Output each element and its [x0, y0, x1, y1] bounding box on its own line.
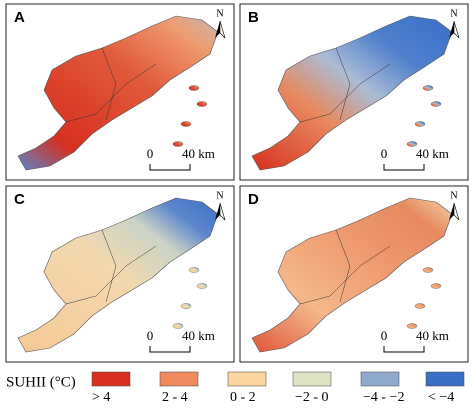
island: [188, 85, 200, 91]
north-arrow: [449, 203, 454, 220]
scale-end: 40 km: [416, 328, 449, 343]
north-label: N: [216, 190, 223, 201]
legend: SUHII (°C) > 4 2 - 4 0 - 2 −2 - 0 −4 - −2 < −4: [6, 371, 465, 405]
scale-start: 0: [381, 328, 388, 343]
scale-end: 40 km: [182, 146, 215, 161]
legend-title: SUHII (°C): [6, 374, 76, 390]
island: [414, 121, 426, 127]
scale-start: 0: [147, 328, 154, 343]
island: [430, 283, 442, 289]
map-panel: D N 0 40 km: [239, 185, 469, 363]
legend-label: > 4: [92, 390, 110, 405]
island: [196, 101, 208, 107]
panel-label: C: [14, 191, 25, 208]
island: [406, 141, 418, 147]
island: [180, 303, 192, 309]
north-arrow: [215, 21, 220, 38]
island: [422, 267, 434, 273]
north-label: N: [450, 190, 457, 201]
north-arrow: [453, 20, 460, 39]
north-arrow: [219, 202, 226, 221]
north-arrow: [453, 202, 460, 221]
legend-swatch: [425, 371, 465, 387]
north-label: N: [450, 8, 457, 19]
north-arrow: [449, 21, 454, 38]
island: [188, 267, 200, 273]
island: [406, 323, 418, 329]
island: [196, 283, 208, 289]
legend-swatch: [292, 371, 332, 387]
legend-label: 0 - 2: [230, 390, 256, 405]
scale-bar: [149, 346, 191, 353]
district-borders: [65, 47, 157, 123]
north-arrow: [219, 20, 226, 39]
island: [172, 323, 184, 329]
scale-bar: [149, 164, 191, 171]
island: [430, 101, 442, 107]
panel-label: B: [248, 9, 259, 26]
scale-bar: [383, 164, 425, 171]
scale-start: 0: [381, 146, 388, 161]
legend-label: −4 - −2: [363, 390, 404, 405]
island: [180, 121, 192, 127]
island: [422, 85, 434, 91]
legend-label: < −4: [428, 390, 454, 405]
island: [172, 141, 184, 147]
legend-swatch: [360, 371, 400, 387]
scale-end: 40 km: [182, 328, 215, 343]
scale-end: 40 km: [416, 146, 449, 161]
north-arrow: [215, 203, 220, 220]
panels: A N 0 40 km B N 0 40 km C N 0 40 km D N 0 40 km: [5, 3, 469, 363]
map-panel: B N 0 40 km: [239, 3, 469, 181]
scale-bar: [383, 346, 425, 353]
panel-label: D: [248, 191, 259, 208]
legend-swatch: [227, 371, 267, 387]
district-borders: [65, 229, 157, 305]
island: [414, 303, 426, 309]
map-panel: A N 0 40 km: [5, 3, 235, 181]
north-label: N: [216, 8, 223, 19]
district-borders: [299, 47, 391, 123]
legend-swatch: [159, 371, 199, 387]
map-panel: C N 0 40 km: [5, 185, 235, 363]
district-borders: [299, 229, 391, 305]
legend-swatch: [91, 371, 131, 387]
scale-start: 0: [147, 146, 154, 161]
legend-label: −2 - 0: [295, 390, 329, 405]
panel-label: A: [14, 9, 25, 26]
legend-label: 2 - 4: [162, 390, 188, 405]
